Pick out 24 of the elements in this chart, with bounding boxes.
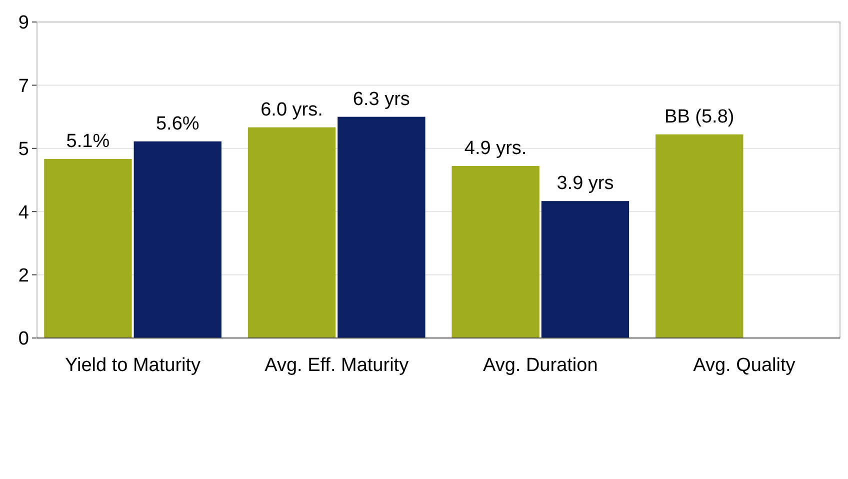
data-label: 5.1%: [66, 130, 110, 152]
data-label: BB (5.8): [664, 106, 734, 128]
bar: [656, 134, 744, 338]
y-tick-label: 7: [18, 76, 29, 97]
bar: [134, 141, 222, 338]
data-label: 6.0 yrs.: [260, 99, 323, 120]
bar: [248, 127, 336, 338]
bar: [541, 201, 630, 338]
x-tick-label: Avg. Eff. Maturity: [264, 355, 410, 376]
x-tick-label: Yield to Maturity: [65, 355, 202, 376]
x-tick-label: Avg. Quality: [693, 355, 796, 376]
bar: [452, 166, 540, 338]
y-tick-label: 0: [18, 328, 29, 350]
y-tick-label: 9: [18, 12, 29, 34]
bar: [338, 116, 426, 338]
bar: [44, 158, 132, 338]
data-label: 6.3 yrs: [352, 88, 410, 110]
y-tick-label: 2: [18, 265, 29, 286]
data-label: 3.9 yrs: [556, 173, 614, 194]
data-label: 4.9 yrs.: [464, 138, 527, 159]
y-tick-label: 5: [18, 139, 29, 160]
x-tick-label: Avg. Duration: [483, 355, 598, 376]
data-label: 5.6%: [156, 113, 200, 134]
y-tick-label: 4: [18, 202, 30, 224]
